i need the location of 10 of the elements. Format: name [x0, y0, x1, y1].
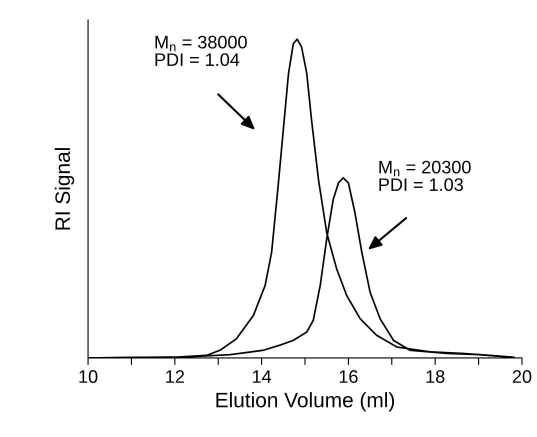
x-tick-label: 16	[340, 370, 358, 383]
annotation: M$_{n}$ = 38000 PDI = 1.04	[156, 36, 247, 66]
annotation: M$_{n}$ = 20300 PDI = 1.03	[379, 160, 471, 192]
y-axis-title: RI Signal	[54, 148, 74, 230]
x-tick-label: 20	[512, 370, 532, 383]
x-tick-label: 18	[426, 370, 444, 383]
x-tick-label: 12	[166, 370, 184, 383]
x-tick-label: 14	[252, 370, 272, 383]
x-tick-label: 10	[79, 370, 98, 383]
x-axis-title: Elution Volume (ml)	[216, 392, 394, 412]
